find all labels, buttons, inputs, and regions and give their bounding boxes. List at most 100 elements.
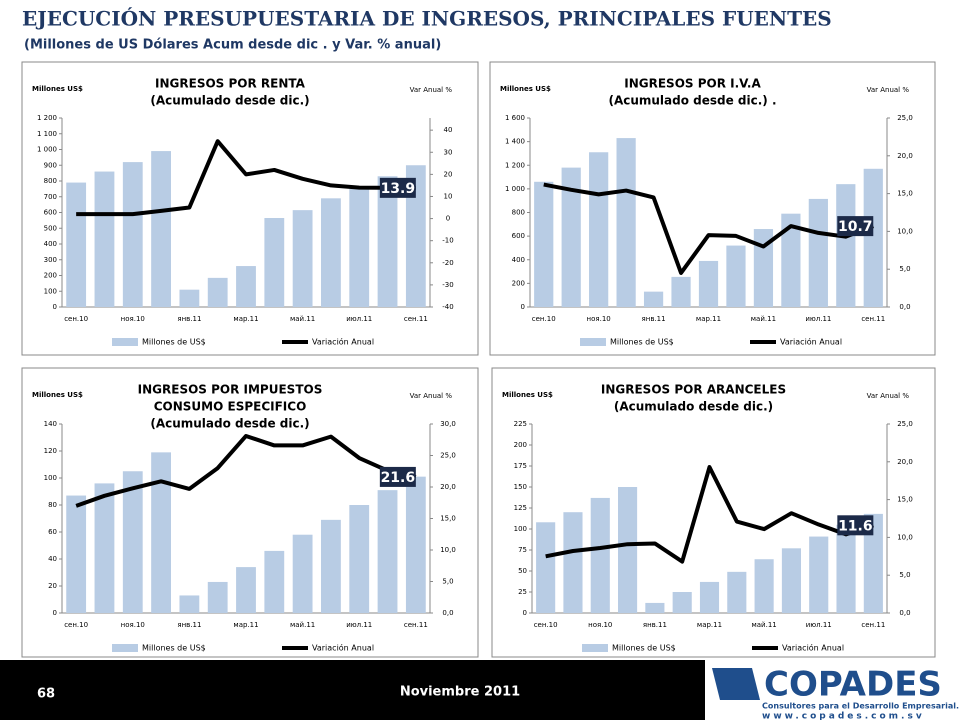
bar <box>863 168 883 307</box>
bar <box>264 218 285 307</box>
chart-title: INGRESOS POR RENTA <box>155 77 306 91</box>
bar <box>672 592 692 613</box>
x-tick-label: сен.11 <box>404 621 428 629</box>
legend-label: Millones de US$ <box>612 644 676 653</box>
y2-tick-label: 20 <box>444 170 453 178</box>
bar <box>236 266 256 307</box>
y2-tick-label: 10,0 <box>440 546 456 554</box>
bar <box>207 277 228 307</box>
y-tick-label: 1 000 <box>37 146 57 154</box>
y-tick-label: 0 <box>521 303 525 311</box>
x-tick-label: янв.11 <box>177 315 201 323</box>
x-tick-label: сен.10 <box>534 621 558 629</box>
y2-tick-label: -40 <box>442 303 453 311</box>
x-tick-label: мар.11 <box>233 621 258 629</box>
y-tick-label: 0 <box>53 303 57 311</box>
y-tick-label: 200 <box>512 279 525 287</box>
y-tick-label: 100 <box>514 525 527 533</box>
bar <box>179 289 200 307</box>
x-tick-label: ноя.10 <box>121 315 145 323</box>
chart-title: (Acumulado desde dic.) . <box>608 94 776 108</box>
y-tick-label: 1 200 <box>505 161 525 169</box>
x-tick-label: янв.11 <box>177 621 201 629</box>
x-tick-label: май.11 <box>290 315 315 323</box>
bar <box>349 505 370 613</box>
y-tick-label: 800 <box>512 209 525 217</box>
legend-swatch <box>112 644 138 652</box>
bar <box>534 181 554 307</box>
legend-swatch <box>582 644 608 652</box>
bar <box>122 162 143 307</box>
y-tick-label: 500 <box>44 224 57 232</box>
legend-label: Variación Anual <box>312 643 374 653</box>
y-tick-label: 900 <box>44 161 57 169</box>
y2-tick-label: 10,0 <box>897 533 913 541</box>
x-tick-label: ноя.10 <box>121 621 145 629</box>
y2-axis-label: Var Anual % <box>410 392 453 400</box>
data-label-box <box>379 466 416 487</box>
chart-title: INGRESOS POR I.V.A <box>624 77 761 91</box>
y-tick-label: 1 000 <box>505 185 525 193</box>
data-label: 13.9 <box>381 181 416 197</box>
y2-tick-label: 5,0 <box>899 265 910 273</box>
logo-web: www.copades.com.sv <box>762 712 925 720</box>
y2-tick-label: 10 <box>444 192 453 200</box>
y-tick-label: 125 <box>514 504 527 512</box>
line-series <box>543 182 874 275</box>
y2-tick-label: 0,0 <box>442 609 453 617</box>
y-tick-label: 175 <box>514 462 527 470</box>
y-tick-label: 140 <box>44 420 57 428</box>
y-axis-label: Millones US$ <box>32 391 83 399</box>
line-series <box>76 139 416 217</box>
y2-tick-label: -10 <box>442 237 453 245</box>
y-tick-label: 20 <box>48 582 57 590</box>
logo-icon <box>712 668 760 700</box>
y-tick-label: 225 <box>514 420 527 428</box>
bar <box>151 151 171 307</box>
bar <box>122 471 143 613</box>
bar <box>808 198 828 307</box>
data-label: 21.6 <box>381 470 416 486</box>
data-label-box <box>379 177 416 198</box>
footer-date: Noviembre 2011 <box>400 685 520 700</box>
y2-tick-label: 0 <box>446 215 450 223</box>
y2-tick-label: 15,0 <box>897 190 913 198</box>
y-tick-label: 100 <box>44 474 57 482</box>
y-tick-label: 400 <box>44 240 57 248</box>
y2-tick-label: 0,0 <box>899 303 910 311</box>
y2-tick-label: 10,0 <box>897 227 913 235</box>
y-axis-label: Millones US$ <box>502 391 553 399</box>
x-tick-label: сен.10 <box>532 315 556 323</box>
y2-tick-label: 20,0 <box>897 458 913 466</box>
y-axis-label: Millones US$ <box>500 85 551 93</box>
y-tick-label: 1 400 <box>505 138 525 146</box>
x-tick-label: май.11 <box>290 621 315 629</box>
bar <box>349 188 370 307</box>
data-label-box <box>837 216 874 237</box>
y2-tick-label: 20,0 <box>440 483 456 491</box>
chart-title: (Acumulado desde dic.) <box>614 400 773 414</box>
x-tick-label: май.11 <box>751 315 776 323</box>
y2-tick-label: 25,0 <box>897 114 913 122</box>
y2-tick-label: 0,0 <box>899 609 910 617</box>
chart-title: (Acumulado desde dic.) <box>150 417 309 431</box>
bar <box>590 497 610 613</box>
y-tick-label: 60 <box>48 528 57 536</box>
chart-title: INGRESOS POR ARANCELES <box>601 383 786 397</box>
y2-axis-label: Var Anual % <box>410 86 453 94</box>
x-tick-label: июл.11 <box>805 315 831 323</box>
bar <box>66 495 87 613</box>
y2-tick-label: 30 <box>444 148 453 156</box>
legend-label: Variación Anual <box>312 337 374 347</box>
bar <box>292 210 313 307</box>
page-subtitle: (Millones de US Dólares Acum desde dic .… <box>24 38 441 53</box>
bar <box>589 152 609 307</box>
y2-tick-label: 5,0 <box>899 571 910 579</box>
y2-axis-label: Var Anual % <box>867 86 910 94</box>
bar <box>863 513 883 613</box>
bar <box>809 536 829 613</box>
y-tick-label: 40 <box>48 555 57 563</box>
bar <box>151 452 171 613</box>
y-tick-label: 1 100 <box>37 130 57 138</box>
